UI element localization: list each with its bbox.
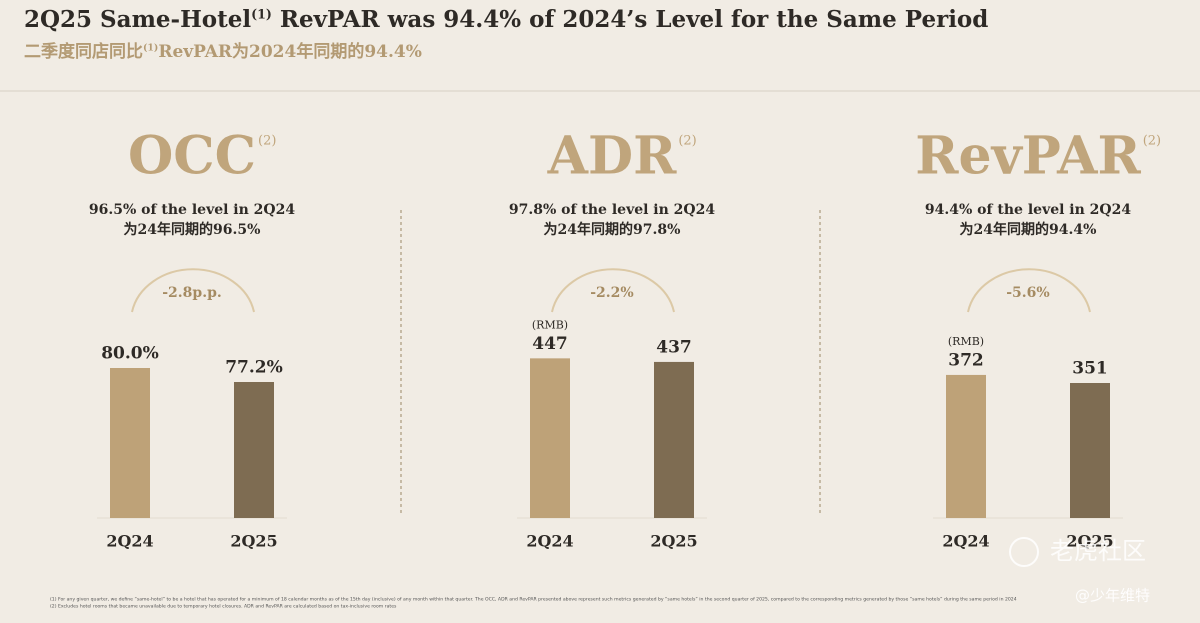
subtitle-note: (1) <box>143 42 159 54</box>
x-tick-label: 2Q24 <box>942 532 989 551</box>
chart-subtitle: 96.5% of the level in 2Q24 <box>89 202 295 218</box>
title: 2Q25 Same-Hotel(1) RevPAR was 94.4% of 2… <box>24 6 988 33</box>
value-label: 372 <box>948 350 984 370</box>
arc <box>967 268 1091 313</box>
chart-title-note: (2) <box>1143 134 1161 149</box>
value-label: 77.2% <box>225 358 283 378</box>
subtitle-text: 二季度同店同比 <box>24 42 143 62</box>
header: 2Q25 Same-Hotel(1) RevPAR was 94.4% of 2… <box>24 6 988 62</box>
arc <box>131 268 255 313</box>
bar <box>110 368 150 518</box>
value-label: 351 <box>1072 359 1108 379</box>
value-label: 447 <box>532 334 568 354</box>
footnote: (2) Excludes hotel rooms that became una… <box>50 604 397 610</box>
subtitle-text: RevPAR为2024年同期的94.4% <box>158 42 422 62</box>
x-tick-label: 2Q24 <box>106 532 153 551</box>
value-label: 80.0% <box>101 344 159 364</box>
bar <box>234 382 274 518</box>
chart-title: OCC <box>128 126 256 187</box>
watermark: 老虎社区 <box>1050 537 1146 565</box>
x-tick-label: 2Q24 <box>526 532 573 551</box>
change-label: -2.8p.p. <box>162 285 222 301</box>
chart-title: ADR <box>547 126 677 187</box>
x-tick-label: 2Q25 <box>1066 532 1113 551</box>
unit-label: (RMB) <box>948 335 984 348</box>
chart-subtitle: 94.4% of the level in 2Q24 <box>925 202 1131 218</box>
title-text: 2Q25 Same-Hotel <box>24 6 252 33</box>
chart-title-note: (2) <box>678 134 696 149</box>
chart-title-note: (2) <box>258 134 276 149</box>
bar <box>946 374 986 518</box>
bar <box>654 361 694 518</box>
chart-subtitle: 为24年同期的97.8% <box>544 221 681 238</box>
change-label: -2.2% <box>590 285 633 301</box>
x-tick-label: 2Q25 <box>650 532 697 551</box>
watermark: @少年维特 <box>1075 587 1150 605</box>
chart-subtitle: 为24年同期的94.4% <box>960 221 1097 238</box>
unit-label: (RMB) <box>532 318 568 331</box>
arc <box>551 268 675 313</box>
chart-subtitle: 97.8% of the level in 2Q24 <box>509 202 715 218</box>
chart-title: RevPAR <box>915 126 1141 187</box>
change-label: -5.6% <box>1006 285 1049 301</box>
footnote: (1) For any given quarter, we define “sa… <box>50 597 1017 603</box>
bar <box>1070 383 1110 518</box>
chart-subtitle: 为24年同期的96.5% <box>124 221 261 238</box>
title-note: (1) <box>251 6 272 22</box>
subtitle: 二季度同店同比(1)RevPAR为2024年同期的94.4% <box>24 37 988 62</box>
title-text: RevPAR was 94.4% of 2024’s Level for the… <box>271 6 989 33</box>
value-label: 437 <box>656 337 692 357</box>
watermark-logo <box>1009 537 1039 567</box>
bar <box>530 358 570 518</box>
x-tick-label: 2Q25 <box>230 532 277 551</box>
